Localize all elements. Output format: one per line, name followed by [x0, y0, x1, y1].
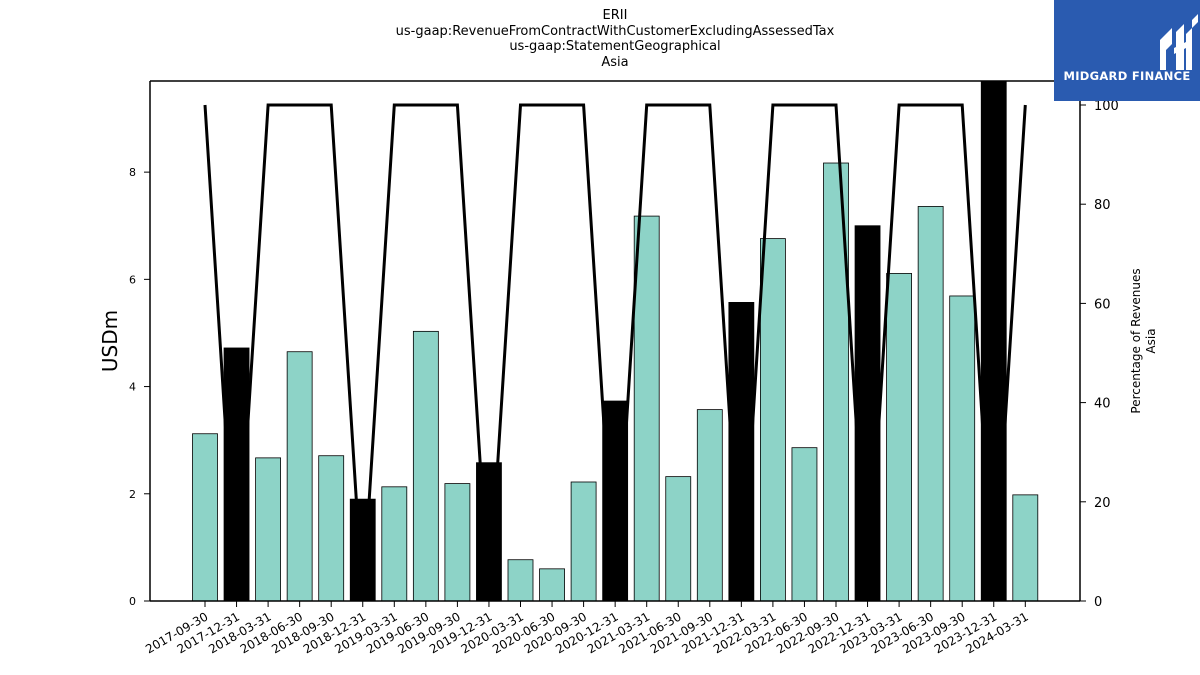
bar-2022-12-31 — [854, 225, 881, 602]
y2tick-label-100: 100 — [1094, 99, 1119, 114]
y2-axis-label-line-0: Percentage of Revenues — [1129, 268, 1143, 413]
ytick-label-6: 6 — [129, 273, 136, 286]
bar-2019-09-30 — [444, 483, 471, 602]
ytick-label-4: 4 — [129, 381, 136, 394]
ytick-label-2: 2 — [129, 488, 136, 501]
y2tick-label-80: 80 — [1094, 198, 1111, 213]
title-axis: us-gaap:StatementGeographical — [509, 39, 721, 54]
bar-2023-06-30 — [917, 206, 944, 602]
bar-2020-06-30 — [539, 568, 565, 602]
y2-axis-label-line-1: Asia — [1144, 328, 1158, 353]
bar-2023-09-30 — [949, 295, 976, 602]
bar-2021-09-30 — [696, 409, 723, 602]
bar-2023-03-31 — [886, 273, 912, 602]
title-ticker: ERII — [602, 8, 628, 23]
title-concept: us-gaap:RevenueFromContractWithCustomerE… — [395, 23, 835, 39]
bar-2018-03-31 — [255, 457, 282, 602]
title-member: Asia — [601, 54, 629, 70]
bar-2020-09-30 — [570, 481, 597, 602]
y2tick-label-40: 40 — [1094, 397, 1111, 412]
ytick-label-8: 8 — [129, 166, 136, 179]
logo-text: MIDGARD FINANCE — [1063, 69, 1191, 83]
y2-axis-label: Percentage of RevenuesAsia — [1129, 268, 1158, 413]
bar-2019-06-30 — [412, 330, 439, 602]
bar-2021-06-30 — [665, 476, 692, 602]
ytick-label-0: 0 — [129, 595, 136, 608]
bar-2019-03-31 — [381, 486, 408, 602]
bar-2018-06-30 — [286, 351, 313, 602]
bar-2020-03-31 — [507, 559, 534, 602]
bar-2020-12-31 — [602, 400, 629, 602]
bar-2024-03-31 — [1012, 494, 1039, 602]
bar-2022-03-31 — [760, 238, 786, 602]
y2tick-label-0: 0 — [1094, 595, 1102, 610]
y2tick-label-20: 20 — [1094, 496, 1111, 511]
y-axis-label: USDm — [98, 310, 122, 372]
y2tick-label-60: 60 — [1094, 297, 1111, 312]
bar-2018-09-30 — [318, 455, 345, 602]
bar-2022-06-30 — [791, 447, 818, 602]
midgard-finance-logo: MIDGARD FINANCE — [1054, 0, 1200, 101]
midgard-mh-logo-icon — [1160, 14, 1198, 70]
bar-2021-03-31 — [633, 215, 660, 602]
bar-2017-09-30 — [192, 433, 218, 602]
chart-title: ERII us-gaap:RevenueFromContractWithCust… — [0, 8, 1200, 70]
bar-2023-12-31 — [980, 80, 1007, 602]
